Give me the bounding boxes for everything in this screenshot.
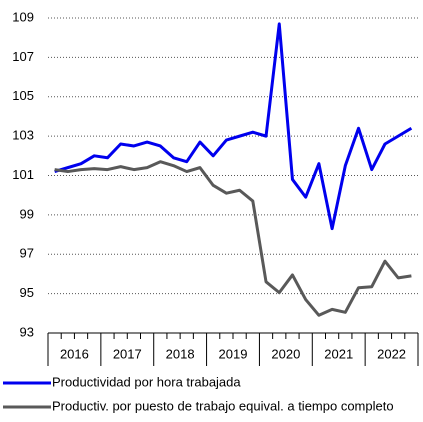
series-line: [54, 160, 412, 317]
y-tick-label: 99: [20, 206, 34, 221]
y-tick-label: 109: [12, 9, 34, 24]
y-tick-label: 101: [12, 167, 34, 182]
legend-label: Productividad por hora trabajada: [52, 374, 241, 389]
x-tick-label: 2018: [166, 346, 195, 361]
x-tick-label: 2019: [219, 346, 248, 361]
y-tick-label: 93: [20, 324, 34, 339]
x-tick-label: 2020: [271, 346, 300, 361]
y-tick-label: 105: [12, 88, 34, 103]
x-tick-label: 2022: [377, 346, 406, 361]
series-line: [54, 22, 413, 231]
y-tick-label: 97: [20, 246, 34, 261]
x-tick-label: 2021: [324, 346, 353, 361]
y-tick-label: 107: [12, 49, 34, 64]
y-tick-label: 103: [12, 128, 34, 143]
x-tick-label: 2016: [60, 346, 89, 361]
y-tick-label: 95: [20, 285, 34, 300]
x-tick-label: 2017: [113, 346, 142, 361]
legend-label: Productiv. por puesto de trabajo equival…: [52, 398, 394, 413]
